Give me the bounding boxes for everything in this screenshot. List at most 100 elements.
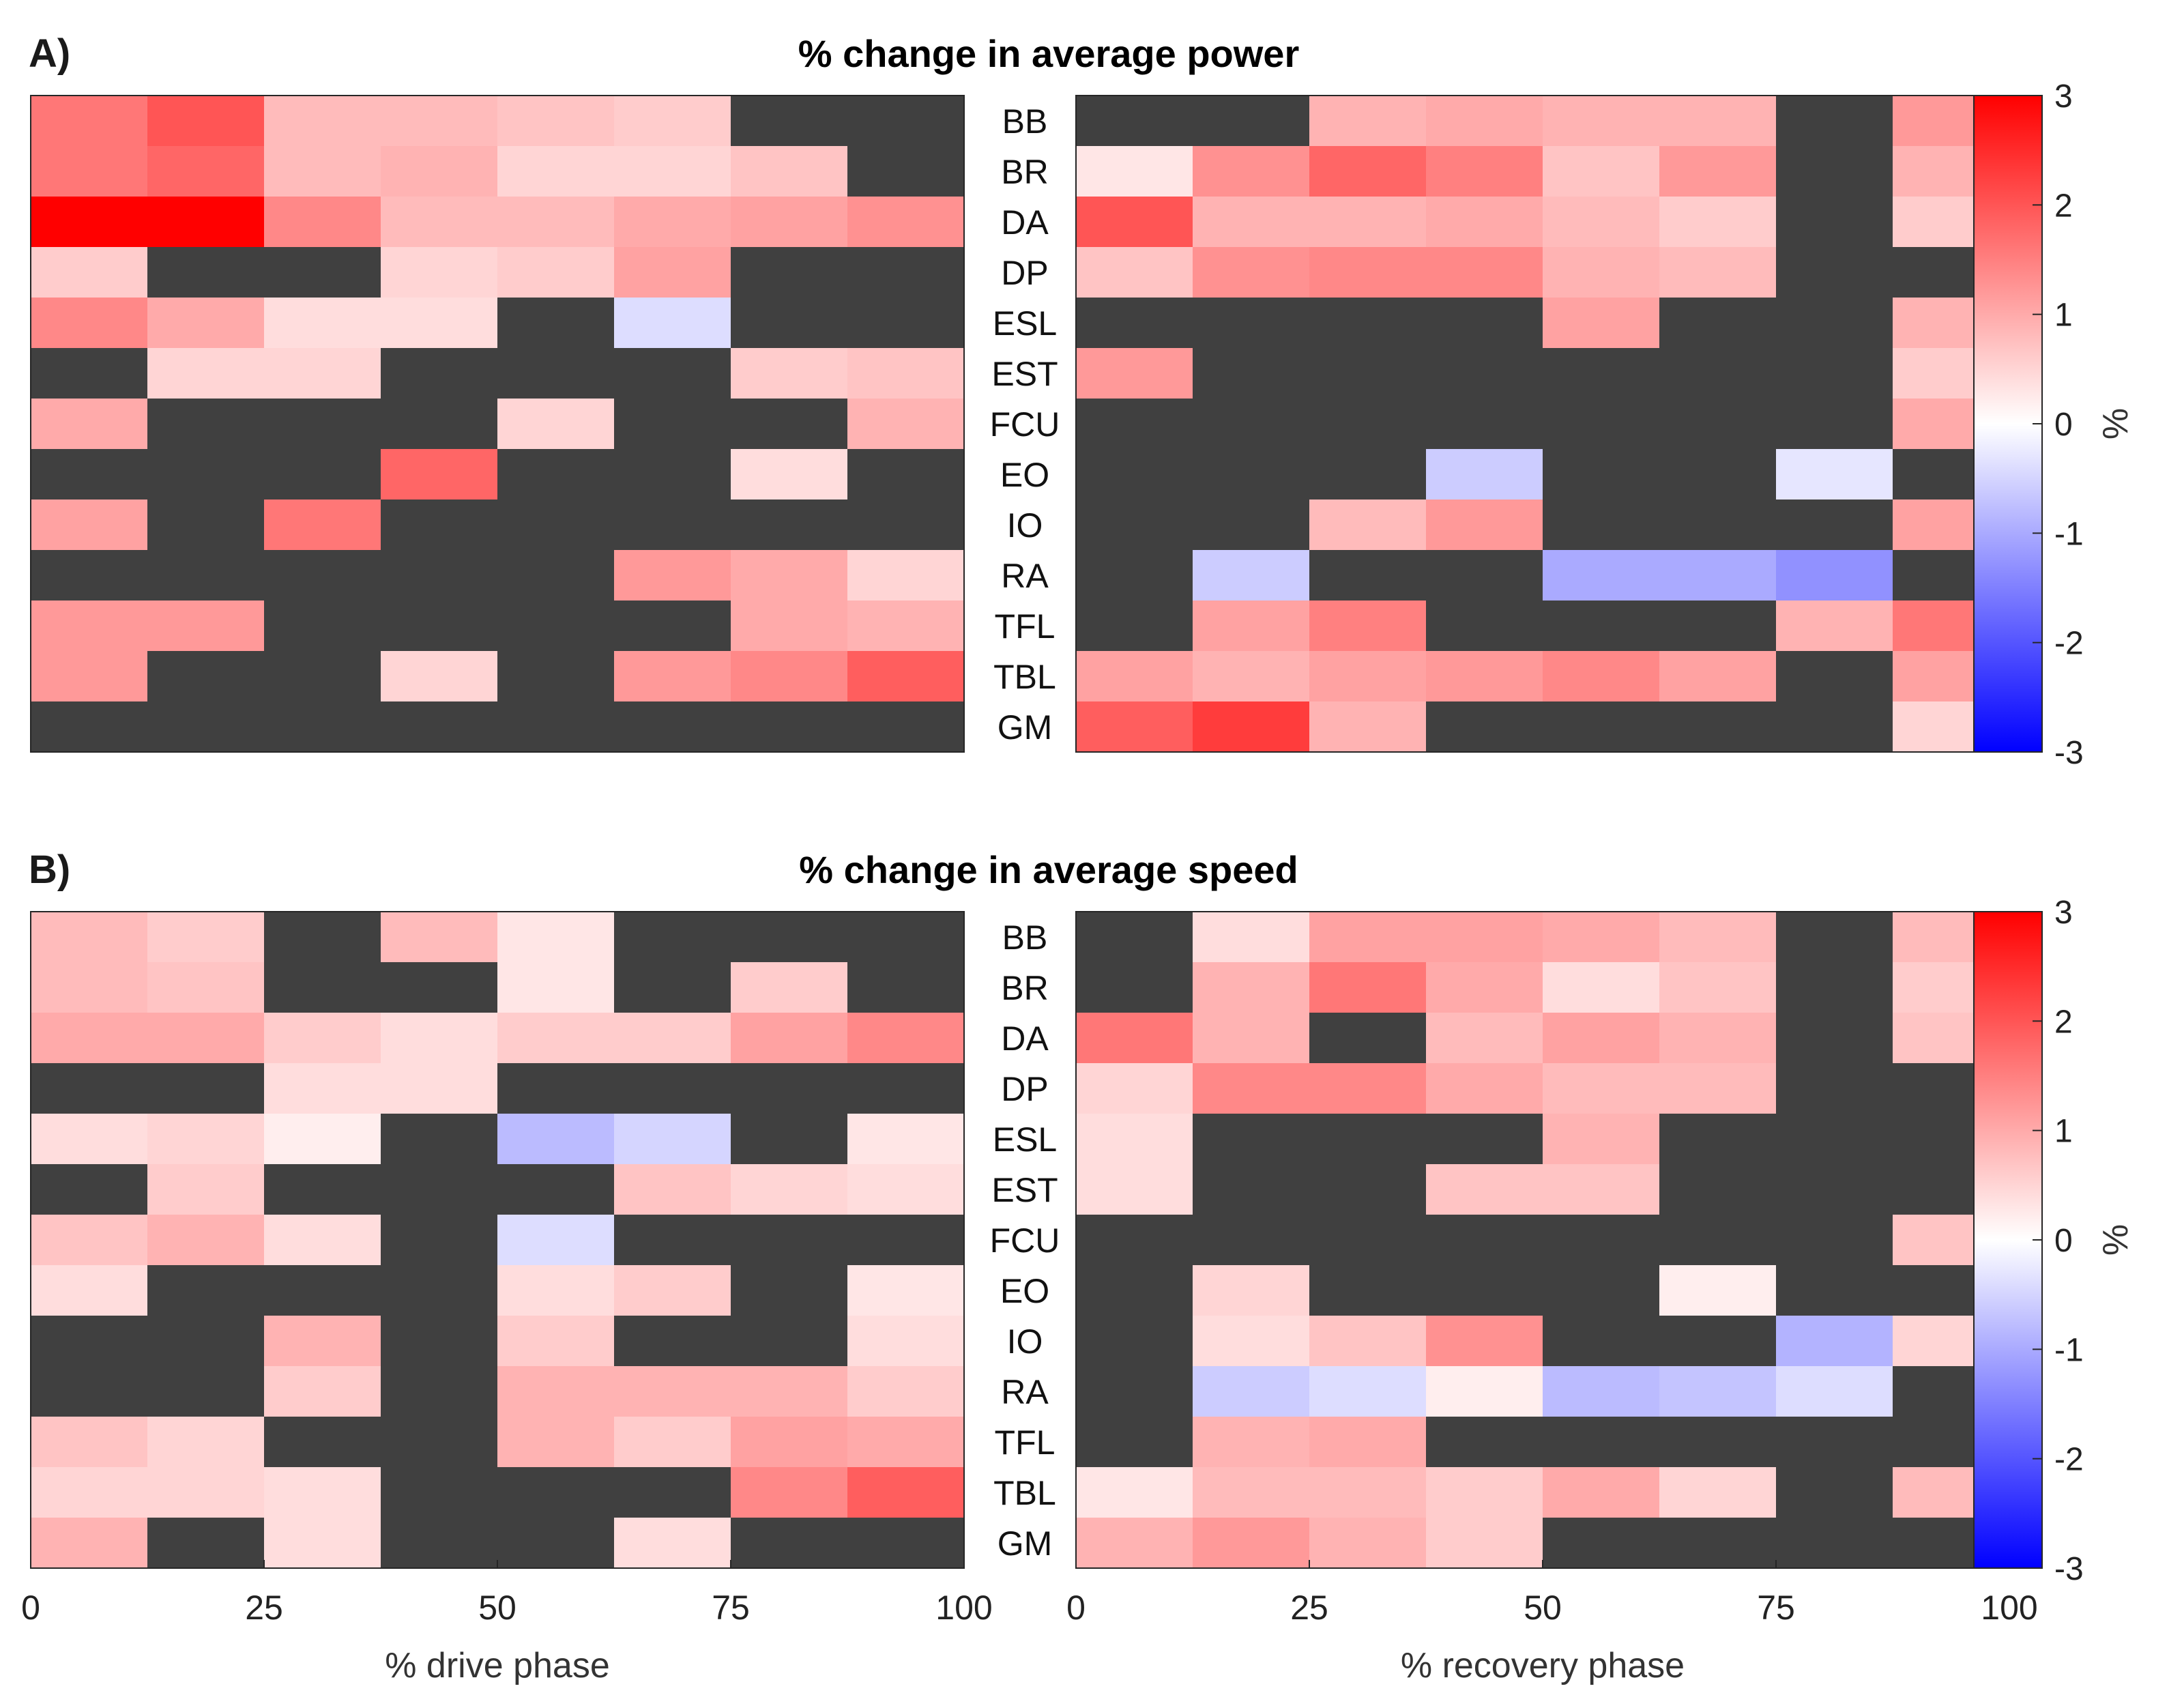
x-tick-label: 0 (21, 1589, 40, 1627)
heatmap-cell (1193, 348, 1310, 399)
heatmap-cell (264, 912, 381, 963)
heatmap-cell (1776, 247, 1893, 298)
heatmap-cell (847, 600, 965, 652)
heatmap-cell (1309, 500, 1427, 551)
heatmap-cell (614, 912, 731, 963)
heatmap-cell (1426, 1265, 1543, 1316)
colorbar-label: % (2096, 1224, 2136, 1256)
heatmap-cell (381, 1316, 498, 1367)
heatmap-cell (1426, 500, 1543, 551)
heatmap-cell (1076, 1063, 1193, 1114)
panel-power: A) % change in average power BB BR DA DP ESL ES… (29, 31, 2136, 771)
heatmap-cell (31, 1366, 148, 1417)
heatmap-cell (614, 1114, 731, 1165)
heatmap-cell (1076, 1013, 1193, 1064)
heatmap-cell (1776, 500, 1893, 551)
heatmap-cell (1776, 1366, 1893, 1417)
heatmap-cell (1659, 1164, 1777, 1215)
muscle-label: GM (998, 1524, 1053, 1563)
heatmap-cell (381, 1366, 498, 1417)
heatmap-cell (381, 1013, 498, 1064)
heatmap-cell (1193, 197, 1310, 248)
heatmap-cell (147, 1114, 265, 1165)
heatmap-cell (497, 1215, 615, 1266)
heatmap-cell (147, 1265, 265, 1316)
heatmap-cell (381, 96, 498, 147)
colorbar-tick-label: 2 (2054, 188, 2073, 224)
colorbar-tick-label: 0 (2054, 407, 2073, 443)
muscle-label: TBL (993, 658, 1056, 696)
heatmap-cell (1426, 399, 1543, 450)
heatmap-cell (381, 449, 498, 500)
heatmap-cell (1076, 1417, 1193, 1468)
heatmap-cell (264, 1265, 381, 1316)
colorbar-tick-label: -1 (2054, 1332, 2084, 1368)
heatmap-cell (1193, 500, 1310, 551)
heatmap-cell (731, 96, 848, 147)
drive-x-axis-label: % drive phase (385, 1646, 610, 1685)
chart-title: % change in average power (798, 32, 1299, 75)
heatmap-cell (1426, 550, 1543, 601)
colorbar-label: % (2096, 408, 2136, 439)
heatmap-cell (1659, 1417, 1777, 1468)
heatmap-cell (1659, 1467, 1777, 1518)
heatmap-cell (497, 1114, 615, 1165)
heatmap-cell (1076, 1114, 1193, 1165)
heatmap-cell (1309, 399, 1427, 450)
heatmap-cell (381, 1467, 498, 1518)
heatmap-cell (1426, 348, 1543, 399)
muscle-label: RA (1001, 557, 1049, 595)
heatmap-cell (1659, 197, 1777, 248)
heatmap-cell (1543, 1265, 1660, 1316)
heatmap-cell (1543, 1467, 1660, 1518)
heatmap-cell (1776, 298, 1893, 349)
heatmap-cell (614, 247, 731, 298)
heatmap-cell (1193, 96, 1310, 147)
heatmap-cell (381, 348, 498, 399)
heatmap-cell (31, 962, 148, 1013)
heatmap-cell (1426, 449, 1543, 500)
heatmap-cell (497, 1467, 615, 1518)
heatmap-cell (1426, 962, 1543, 1013)
heatmap-cell (31, 600, 148, 652)
heatmap-cell (1193, 247, 1310, 298)
heatmap-cell (497, 1013, 615, 1064)
colorbar-gradient (1973, 911, 2043, 1569)
heatmap-cell (1543, 348, 1660, 399)
heatmap-cell (147, 399, 265, 450)
heatmap-cell (731, 1518, 848, 1569)
heatmap-cell (1193, 1417, 1310, 1468)
heatmap-cell (1426, 1518, 1543, 1569)
heatmap-cell (497, 247, 615, 298)
heatmap-cell (731, 247, 848, 298)
heatmap-cell (731, 1417, 848, 1468)
heatmap-cell (381, 651, 498, 702)
heatmap-cell (1659, 912, 1777, 963)
heatmap-cell (1659, 962, 1777, 1013)
heatmap-cell (264, 1063, 381, 1114)
heatmap-cell (847, 247, 965, 298)
heatmap-cell (847, 1316, 965, 1367)
heatmap-cell (847, 912, 965, 963)
heatmap-cell (1076, 500, 1193, 551)
heatmap-cell (1193, 1518, 1310, 1569)
heatmap-cell (1659, 247, 1777, 298)
heatmap-cell (264, 600, 381, 652)
heatmap-cell (1309, 550, 1427, 601)
muscle-label: FCU (990, 1221, 1060, 1260)
heatmap-cell (381, 298, 498, 349)
muscle-label: TBL (993, 1474, 1056, 1512)
heatmap-cell (1659, 1013, 1777, 1064)
heatmap-cell (264, 701, 381, 753)
heatmap-cell (264, 197, 381, 248)
heatmap-cell (1076, 1518, 1193, 1569)
heatmap-cell (1076, 550, 1193, 601)
heatmap-cell (1309, 1013, 1427, 1064)
heatmap-cell (731, 1013, 848, 1064)
heatmap-cell (497, 1518, 615, 1569)
heatmap-cell (1543, 550, 1660, 601)
muscle-label: IO (1007, 506, 1043, 545)
heatmap-cell (1309, 449, 1427, 500)
heatmap-cell (1543, 449, 1660, 500)
heatmap-cell (1659, 1063, 1777, 1114)
